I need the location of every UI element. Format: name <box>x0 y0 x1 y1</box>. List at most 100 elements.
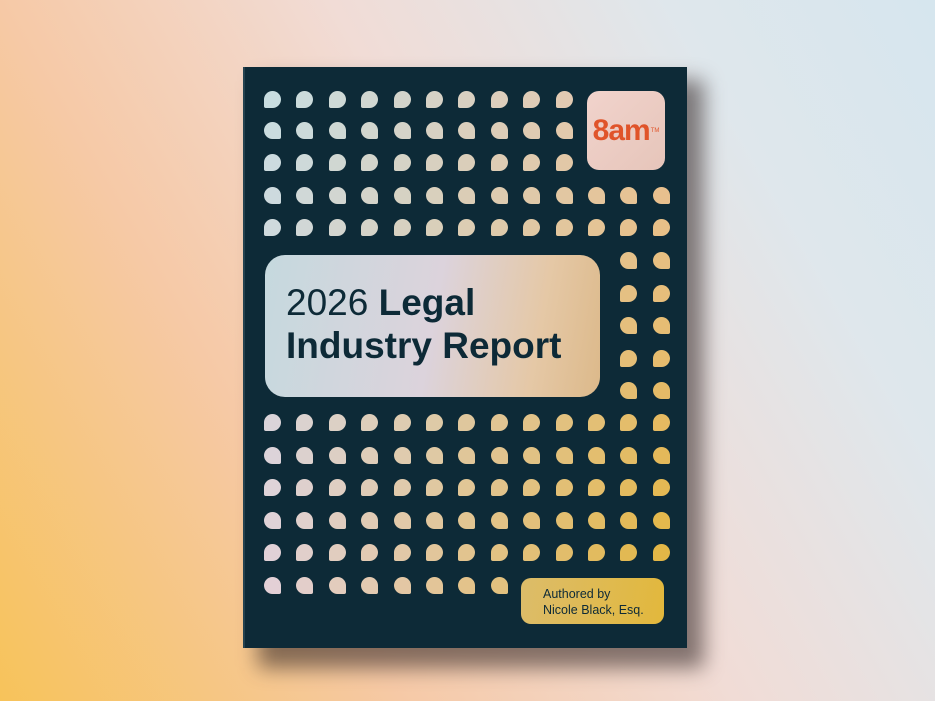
pattern-dot <box>555 544 573 561</box>
pattern-dot <box>328 447 346 464</box>
pattern-dot <box>296 219 314 236</box>
pattern-dot <box>555 479 573 496</box>
pattern-dot <box>296 414 314 431</box>
pattern-dot <box>393 154 411 171</box>
pattern-dot <box>523 447 541 464</box>
pattern-dot <box>458 544 476 561</box>
pattern-dot <box>620 252 638 269</box>
author-credit: Authored by Nicole Black, Esq. <box>543 586 644 618</box>
pattern-dot <box>458 187 476 204</box>
author-label: Authored by <box>543 587 611 601</box>
author-panel: Authored by Nicole Black, Esq. <box>521 578 664 624</box>
pattern-dot <box>458 512 476 529</box>
pattern-dot <box>555 187 573 204</box>
pattern-dot <box>328 187 346 204</box>
pattern-dot <box>328 479 346 496</box>
pattern-dot <box>588 187 605 204</box>
pattern-dot <box>426 91 443 108</box>
pattern-dot <box>264 154 281 171</box>
pattern-dot <box>490 414 508 431</box>
pattern-dot <box>426 187 443 204</box>
pattern-dot <box>328 219 346 236</box>
pattern-dot <box>361 447 379 464</box>
pattern-dot <box>426 219 443 236</box>
pattern-dot <box>490 479 508 496</box>
pattern-dot <box>328 577 346 594</box>
pattern-dot <box>652 285 670 302</box>
pattern-dot <box>264 219 281 236</box>
title-panel: 2026 Legal Industry Report <box>265 255 600 397</box>
pattern-dot <box>393 479 411 496</box>
pattern-dot <box>588 479 605 496</box>
pattern-dot <box>620 285 638 302</box>
pattern-dot <box>426 154 443 171</box>
pattern-dot <box>296 91 314 108</box>
pattern-dot <box>555 154 573 171</box>
pattern-dot <box>264 577 281 594</box>
pattern-dot <box>652 479 670 496</box>
trademark: TM <box>650 127 660 134</box>
pattern-dot <box>620 512 638 529</box>
pattern-dot <box>490 91 508 108</box>
pattern-dot <box>620 219 638 236</box>
pattern-dot <box>296 577 314 594</box>
title-line2: Industry Report <box>286 325 562 366</box>
pattern-dot <box>652 252 670 269</box>
pattern-dot <box>588 447 605 464</box>
pattern-dot <box>361 187 379 204</box>
pattern-dot <box>296 447 314 464</box>
pattern-dot <box>555 447 573 464</box>
pattern-dot <box>361 154 379 171</box>
pattern-dot <box>555 414 573 431</box>
pattern-dot <box>490 577 508 594</box>
pattern-dot <box>620 317 638 334</box>
pattern-dot <box>490 447 508 464</box>
pattern-dot <box>296 512 314 529</box>
pattern-dot <box>264 544 281 561</box>
pattern-dot <box>620 447 638 464</box>
pattern-dot <box>458 122 476 139</box>
pattern-dot <box>490 154 508 171</box>
pattern-dot <box>555 122 573 139</box>
title-line1: Legal <box>378 282 476 323</box>
pattern-dot <box>620 382 638 399</box>
pattern-dot <box>296 122 314 139</box>
pattern-dot <box>426 122 443 139</box>
pattern-dot <box>523 187 541 204</box>
author-name: Nicole Black, Esq. <box>543 603 644 617</box>
pattern-dot <box>328 414 346 431</box>
pattern-dot <box>458 414 476 431</box>
brand-logo: 8am TM <box>587 91 665 170</box>
pattern-dot <box>523 91 541 108</box>
pattern-dot <box>393 512 411 529</box>
pattern-dot <box>361 414 379 431</box>
pattern-dot <box>588 512 605 529</box>
pattern-dot <box>620 544 638 561</box>
title-year: 2026 <box>286 282 369 323</box>
pattern-dot <box>361 544 379 561</box>
pattern-dot <box>264 414 281 431</box>
pattern-dot <box>264 512 281 529</box>
pattern-dot <box>328 544 346 561</box>
pattern-dot <box>296 187 314 204</box>
pattern-dot <box>393 414 411 431</box>
pattern-dot <box>264 447 281 464</box>
pattern-dot <box>652 219 670 236</box>
pattern-dot <box>620 479 638 496</box>
pattern-dot <box>652 414 670 431</box>
pattern-dot <box>620 414 638 431</box>
pattern-dot <box>555 512 573 529</box>
pattern-dot <box>426 544 443 561</box>
pattern-dot <box>588 544 605 561</box>
pattern-dot <box>426 447 443 464</box>
pattern-dot <box>361 479 379 496</box>
pattern-dot <box>458 154 476 171</box>
pattern-dot <box>264 187 281 204</box>
pattern-dot <box>588 414 605 431</box>
pattern-dot <box>620 350 638 367</box>
pattern-dot <box>523 479 541 496</box>
pattern-dot <box>652 187 670 204</box>
pattern-dot <box>393 577 411 594</box>
pattern-dot <box>490 512 508 529</box>
pattern-dot <box>652 382 670 399</box>
